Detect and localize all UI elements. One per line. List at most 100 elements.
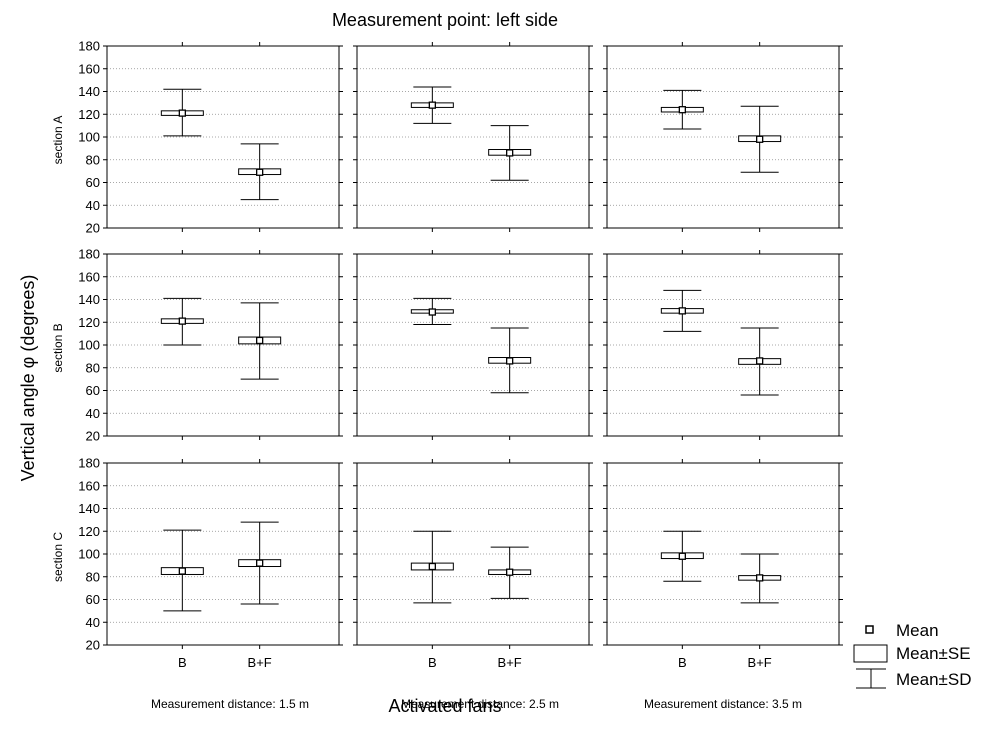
panel-frame [606,253,840,437]
chart-title: Measurement point: left side [332,10,558,30]
box-b [410,297,454,326]
mean-marker [428,308,436,316]
panel-section-a-col-3 [603,42,843,232]
box-b [410,86,454,124]
mean-marker [678,106,686,114]
box-b-f [488,125,532,181]
y-tick-label: 160 [78,269,100,284]
box-b [160,529,204,612]
y-tick-label: 100 [78,338,100,353]
mean-marker [506,568,514,576]
x-tick-label: B+F [248,655,272,670]
mean-marker [678,552,686,560]
panel-frame [106,45,340,229]
row-label-section-c: section C [51,532,65,582]
legend-mean-label: Mean [896,621,939,640]
box-b-f [238,521,282,605]
panel-frame [106,253,340,437]
y-tick-label: 20 [86,429,100,444]
box-b-f [738,105,782,173]
y-tick-label: 40 [86,615,100,630]
box-b [410,530,454,604]
column-label-3-5m: Measurement distance: 3.5 m [644,697,802,711]
y-tick-label: 180 [78,247,100,262]
box-b-f [738,553,782,604]
column-label-2-5m: Measurement distance: 2.5 m [401,697,559,711]
panel-section-a-col-2 [353,42,593,232]
box-b-f [238,302,282,380]
box-b-f [488,546,532,599]
x-tick-label: B [428,655,437,670]
legend-se-icon [853,644,888,663]
y-tick-label: 100 [78,130,100,145]
mean-marker [428,562,436,571]
box-b-f [488,327,532,394]
box-b [160,88,204,137]
y-tick-label: 60 [86,383,100,398]
y-tick-label: 180 [78,456,100,471]
y-tick-label: 80 [86,360,100,375]
y-tick-label: 140 [78,84,100,99]
legend: Mean Mean±SE Mean±SD [853,621,971,689]
panel-frame [356,253,590,437]
box-b [660,89,704,130]
row-label-section-a: section A [51,116,65,165]
panel-section-c-col-2: B B+F [353,459,593,670]
panel-frame [356,45,590,229]
mean-marker [756,135,764,143]
mean-marker [756,574,764,582]
y-tick-label: 100 [78,547,100,562]
y-axis-label: Vertical angle φ (degrees) [18,275,38,482]
y-tick-label: 20 [86,638,100,653]
column-label-1-5m: Measurement distance: 1.5 m [151,697,309,711]
y-tick-label: 80 [86,569,100,584]
panel-frame [606,462,840,646]
y-tick-label: 140 [78,501,100,516]
mean-marker [256,559,264,567]
row-label-section-b: section B [51,323,65,372]
mean-marker [428,101,436,109]
panel-frame [106,462,340,646]
x-tick-label: B [178,655,187,670]
panel-section-a-col-1: 20 40 60 80 100 120 140 160 180 [78,39,343,236]
y-tick-label: 120 [78,524,100,539]
panels-layer: 20 40 60 80 100 120 140 160 180 20 40 60 80 100 120 140… [78,39,843,670]
legend-sd-label: Mean±SD [896,670,971,689]
y-tick-label: 80 [86,152,100,167]
y-tick-label: 20 [86,221,100,236]
mean-marker [756,357,764,365]
box-b-f [738,327,782,396]
y-tick-label: 160 [78,61,100,76]
mean-marker [506,149,514,157]
x-tick-label: B [678,655,687,670]
y-tick-label: 60 [86,592,100,607]
box-b [160,297,204,346]
mean-marker [678,307,686,315]
box-b [660,289,704,332]
mean-marker [256,336,264,345]
mean-marker [178,317,186,325]
y-tick-label: 160 [78,478,100,493]
box-b-f [238,143,282,201]
mean-marker [178,109,186,117]
legend-mean-icon [865,625,874,634]
mean-marker [506,357,514,365]
panel-frame [356,462,590,646]
legend-se-label: Mean±SE [896,644,971,663]
x-tick-label: B+F [498,655,522,670]
mean-marker [178,567,186,575]
y-tick-label: 40 [86,406,100,421]
x-tick-label: B+F [748,655,772,670]
mean-marker [256,168,264,176]
y-tick-label: 140 [78,292,100,307]
panel-section-c-col-3: B B+F [603,459,843,670]
box-b [660,530,704,582]
y-tick-label: 60 [86,175,100,190]
x-axis-label: Activated fans [388,696,501,716]
panel-section-c-col-1: 20 40 60 80 100 120 140 160 180 B B+F [78,456,343,670]
y-tick-label: 120 [78,315,100,330]
panel-section-b-col-2 [353,250,593,440]
legend-sd-icon [856,668,886,689]
panel-section-b-col-3 [603,250,843,440]
